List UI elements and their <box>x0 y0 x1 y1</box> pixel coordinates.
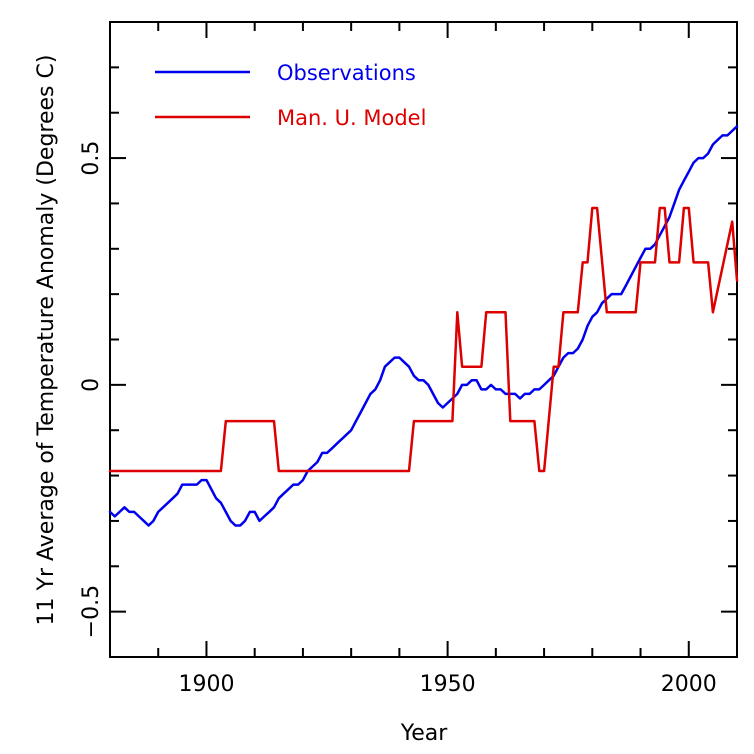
x-axis-label: Year <box>400 721 449 746</box>
y-axis-label: 11 Yr Average of Temperature Anomaly (De… <box>34 55 59 626</box>
data-series <box>108 125 739 527</box>
legend: Observations Man. U. Model <box>155 61 426 130</box>
y-tick-label: 0 <box>79 378 104 392</box>
y-tick-label: 0.5 <box>79 141 104 176</box>
axis-tick-labels: 1900 1950 2000 −0.5 0 0.5 <box>79 141 717 697</box>
x-tick-label: 1900 <box>178 672 234 697</box>
x-tick-label: 1950 <box>420 672 476 697</box>
y-tick-label: −0.5 <box>79 585 104 638</box>
observations-line <box>108 125 739 527</box>
legend-label: Man. U. Model <box>277 106 426 130</box>
axis-ticks <box>110 22 737 658</box>
legend-label: Observations <box>277 61 416 85</box>
x-tick-label: 2000 <box>661 672 717 697</box>
model-line <box>108 206 739 473</box>
